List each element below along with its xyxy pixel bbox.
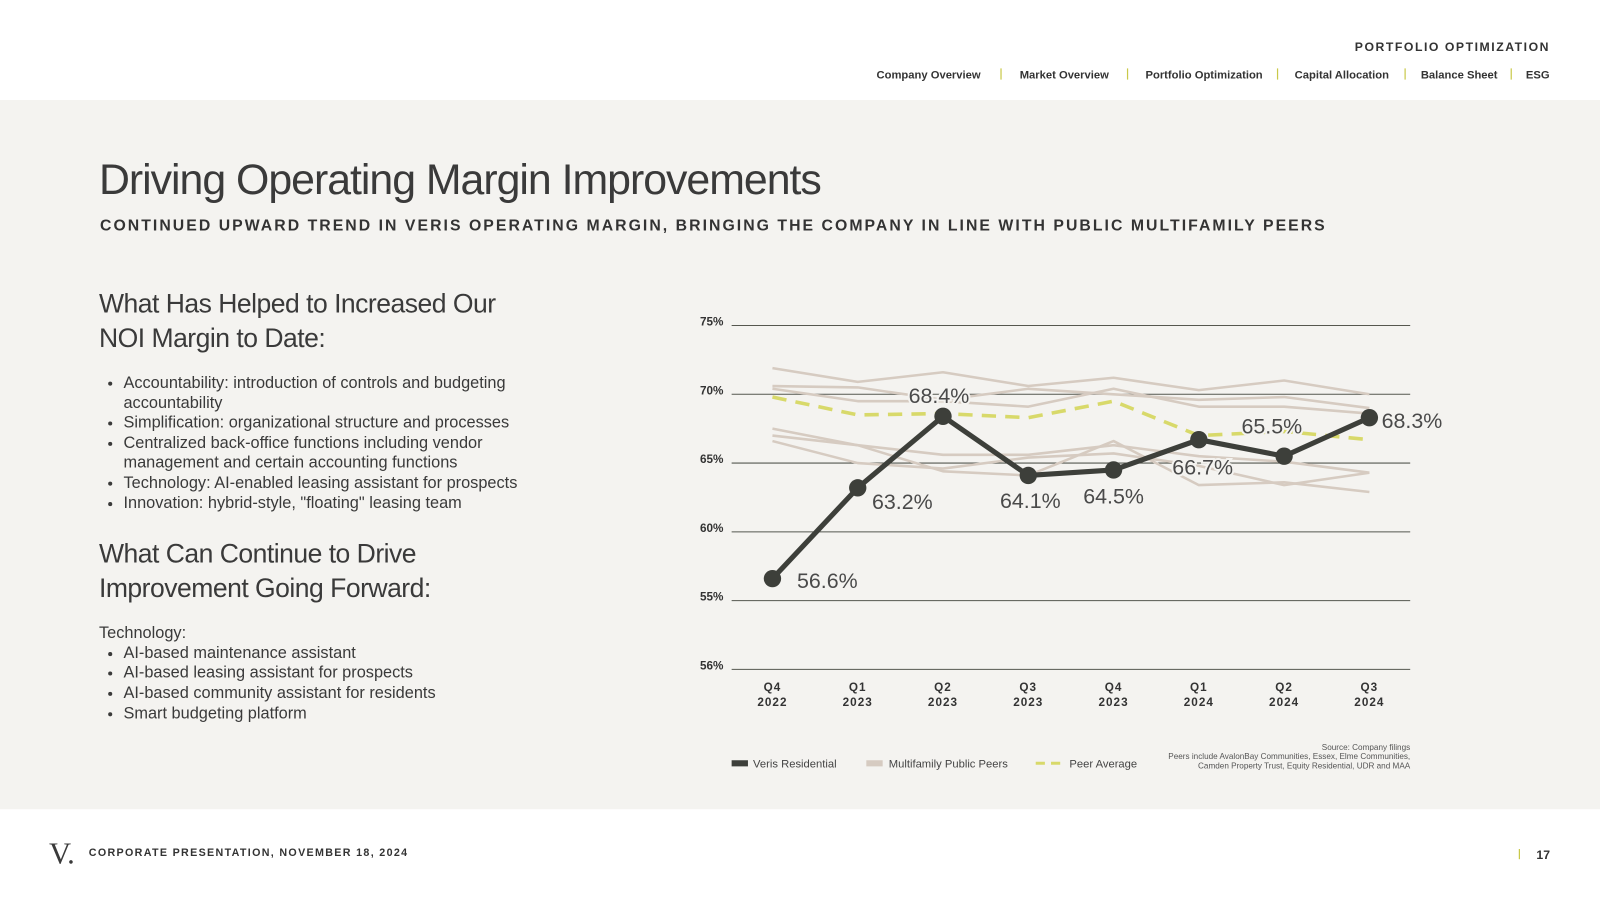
x-tick-label: Q3: [1361, 681, 1379, 694]
veris-point: [1019, 466, 1037, 485]
veris-point: [1275, 447, 1293, 465]
bullet: Technology: AI-enabled leasing assistant…: [123, 473, 547, 493]
x-tick-label: 2023: [928, 696, 958, 709]
legend-label: Multifamily Public Peers: [889, 758, 1008, 770]
logo: V.: [49, 836, 75, 870]
peer-note: Camden Property Trust, Equity Residentia…: [1198, 761, 1411, 770]
y-tick-label: 70%: [700, 384, 724, 397]
bullet: AI-based community assistant for residen…: [123, 684, 547, 704]
data-label: 63.2%: [872, 490, 933, 514]
peer-line: [772, 439, 1370, 487]
left-text: What Has Helped to Increased Our NOI Mar…: [99, 286, 548, 776]
footer-text: CORPORATE PRESENTATION, NOVEMBER 18, 202…: [89, 847, 409, 859]
veris-point: [1190, 431, 1208, 449]
x-tick-label: Q4: [764, 681, 782, 694]
heading: What Has Helped to Increased Our NOI Mar…: [98, 287, 496, 354]
slide-title: Driving Operating Margin Improvements: [99, 156, 821, 204]
y-tick-label: 75%: [700, 316, 724, 329]
x-tick-label: 2024: [1184, 696, 1214, 709]
peer-line: [772, 434, 1370, 474]
bullet: AI-based maintenance assistant: [123, 644, 547, 664]
data-label: 56.6%: [797, 569, 858, 593]
data-label: 64.1%: [1000, 489, 1061, 513]
bullet: Simplification: organizational structure…: [123, 413, 547, 433]
veris-point: [1104, 461, 1123, 479]
peer-note: Peers include AvalonBay Communities, Ess…: [1168, 752, 1410, 761]
nav-item[interactable]: Company Overview: [877, 70, 981, 82]
y-tick-label: 60%: [700, 522, 724, 535]
peer-line: [772, 366, 1370, 396]
y-tick-label: 56%: [700, 659, 724, 672]
nav-item[interactable]: Capital Allocation: [1295, 70, 1389, 82]
bullet: AI-based leasing assistant for prospects: [123, 664, 547, 684]
x-tick-label: 2023: [1098, 696, 1128, 709]
veris-point: [1360, 409, 1379, 427]
x-tick-label: Q1: [1190, 681, 1208, 694]
peer-line: [772, 387, 1370, 415]
nav-item[interactable]: Balance Sheet: [1421, 70, 1498, 82]
bullet-list: Accountability: introduction of controls…: [99, 373, 548, 513]
x-tick-label: 2022: [757, 696, 787, 709]
x-tick-label: 2023: [1013, 696, 1043, 709]
heading: What Can Continue to Drive Improvement G…: [98, 537, 431, 604]
bullet-list: AI-based maintenance assistantAI-based l…: [99, 644, 548, 724]
bullet: Accountability: introduction of controls…: [123, 373, 547, 413]
content-background: [0, 100, 1600, 810]
bullet: Innovation: hybrid-style, "floating" lea…: [123, 493, 547, 513]
nav-item[interactable]: ESG: [1526, 70, 1550, 82]
x-tick-label: Q2: [1275, 681, 1293, 694]
x-tick-label: Q4: [1105, 681, 1123, 694]
x-tick-label: 2024: [1269, 696, 1299, 709]
page-number: 17: [1536, 848, 1550, 862]
x-tick-label: Q1: [849, 681, 867, 694]
x-tick-label: 2023: [843, 696, 873, 709]
veris-line: [770, 413, 1371, 581]
veris-point: [763, 569, 782, 588]
data-label: 68.4%: [909, 384, 970, 408]
data-label: 64.5%: [1083, 485, 1144, 509]
nav-item[interactable]: Market Overview: [1020, 70, 1109, 82]
bullet: Smart budgeting platform: [123, 704, 547, 724]
x-tick-label: Q3: [1019, 681, 1037, 694]
peer-line: [772, 384, 1370, 410]
veris-point: [934, 407, 952, 425]
source-note: Source: Company filings: [1322, 743, 1410, 752]
intro: Technology:: [98, 624, 187, 643]
y-tick-label: 65%: [700, 453, 724, 466]
x-tick-label: 2024: [1354, 696, 1384, 709]
bullet: Centralized back-office functions includ…: [123, 433, 547, 473]
veris-point: [849, 479, 867, 497]
peer-average-line: [772, 395, 1370, 442]
section-label: PORTFOLIO OPTIMIZATION: [1355, 40, 1550, 54]
data-label: 65.5%: [1242, 415, 1303, 439]
y-tick-label: 55%: [700, 591, 724, 604]
legend-label: Veris Residential: [753, 758, 837, 770]
data-label: 66.7%: [1172, 455, 1233, 479]
data-label: 68.3%: [1382, 409, 1443, 433]
x-tick-label: Q2: [934, 681, 952, 694]
nav-item[interactable]: Portfolio Optimization: [1145, 70, 1262, 82]
left-text-block: What Has Helped to Increased Our NOI Mar…: [99, 286, 548, 724]
legend-label: Peer Average: [1069, 758, 1137, 770]
slide-subtitle: CONTINUED UPWARD TREND IN VERIS OPERATIN…: [100, 218, 1327, 235]
